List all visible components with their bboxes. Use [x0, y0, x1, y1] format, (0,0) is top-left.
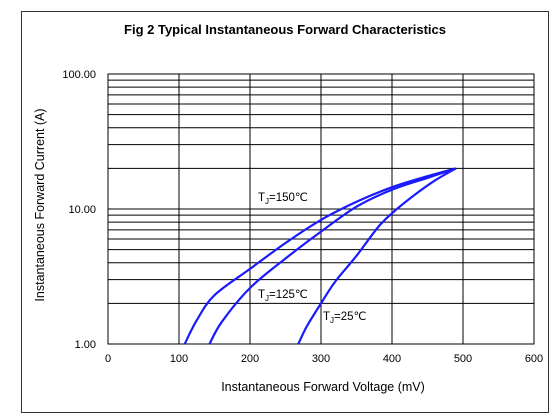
data-series: [183, 167, 457, 345]
series-tj125-curve: [208, 167, 457, 345]
x-tick-label: 500: [454, 353, 472, 365]
y-tick-label: 100.00: [62, 69, 96, 81]
tick-labels: 0 100 200 300 400 500 600 1.00 10.00 100.00: [62, 69, 543, 365]
chart-frame: [21, 11, 549, 413]
label-tj125: TJ=125℃: [258, 289, 308, 303]
y-tick-label: 1.00: [75, 339, 96, 351]
series-tj25-curve: [297, 167, 457, 345]
x-tick-label: 400: [383, 353, 401, 365]
label-tj25: TJ=25℃: [323, 311, 367, 325]
x-tick-label: 0: [105, 353, 111, 365]
curve-labels: TJ=150℃ TJ=125℃ TJ=25℃: [258, 192, 367, 325]
x-tick-label: 600: [525, 353, 543, 365]
label-tj150: TJ=150℃: [258, 192, 308, 206]
x-tick-label: 300: [312, 353, 330, 365]
x-tick-label: 200: [241, 353, 259, 365]
x-axis-label: Instantaneous Forward Voltage (mV): [221, 380, 425, 394]
plot-border: [107, 73, 535, 345]
chart-title: Fig 2 Typical Instantaneous Forward Char…: [124, 22, 446, 37]
x-tick-label: 100: [170, 353, 188, 365]
y-axis-label: Instantaneous Forward Current (A): [33, 108, 47, 301]
grid-lines: [107, 73, 535, 345]
y-tick-label: 10.00: [68, 204, 96, 216]
series-tj150-curve: [183, 167, 457, 345]
